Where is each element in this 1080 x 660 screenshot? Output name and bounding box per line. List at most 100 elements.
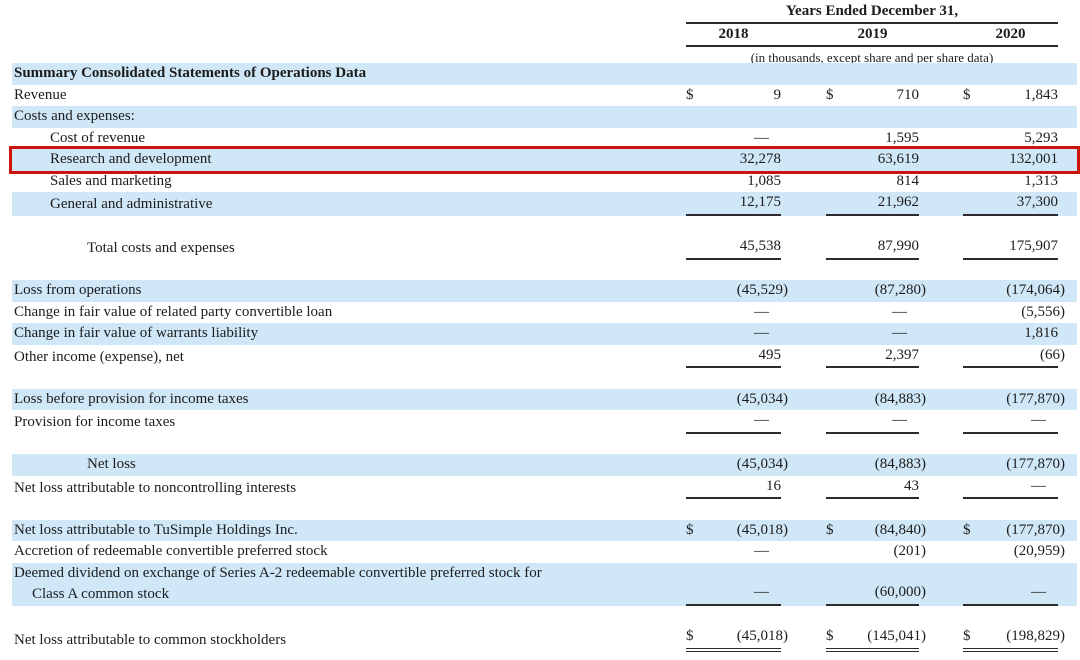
cell-value: (20,959) (1013, 543, 1065, 559)
row-label: Deemed dividend on exchange of Series A-… (12, 563, 686, 606)
cell-value: 1,843 (1024, 86, 1058, 103)
cell-value: 63,619 (877, 151, 919, 167)
years-row: 2018 2019 2020 (686, 24, 1058, 47)
dollar-sign: $ (826, 628, 834, 644)
cell-value: 32,278 (739, 151, 781, 167)
year-column-2019: 2019 (857, 26, 888, 42)
table-row: Costs and expenses: (12, 106, 1077, 128)
table-row: Sales and marketing 1,085 814 1,313 (12, 171, 1077, 193)
row-label-line1: Deemed dividend on exchange of Series A-… (14, 564, 542, 581)
table-row: Net loss attributable to common stockhol… (12, 626, 1077, 652)
value-cell-2018: (45,529) (686, 280, 788, 302)
table-row: Net loss (45,034) (84,883) (177,870) (12, 454, 1077, 476)
spacer-row (12, 499, 1077, 520)
cell-value: (84,883) (874, 456, 926, 472)
value-cell-2018: $ (45,018) (686, 626, 788, 652)
cell-value: 710 (896, 86, 920, 103)
value-cell-2018: — (686, 541, 781, 563)
row-label: Change in fair value of related party co… (14, 303, 333, 320)
cell-value: 5,293 (1024, 129, 1058, 146)
cell-value: (45,034) (736, 390, 788, 407)
row-label: Costs and expenses: (14, 108, 135, 124)
value-cell-2019: $ (84,840) (826, 520, 926, 542)
value-cell-2020: — (963, 410, 1058, 434)
dollar-sign: $ (963, 521, 971, 538)
row-label: Other income (expense), net (14, 348, 184, 365)
cell-value: — (892, 303, 907, 320)
dollar-sign: $ (686, 521, 694, 538)
value-cell-2018: — (686, 128, 781, 150)
cell-value: 1,313 (1024, 172, 1058, 189)
cell-value: — (1031, 412, 1046, 428)
cell-value: (201) (893, 543, 927, 559)
row-label: Net loss attributable to noncontrolling … (14, 479, 297, 496)
value-cell-2019: (201) (826, 541, 927, 563)
value-cell-2019: (87,280) (826, 280, 926, 302)
table-row: Other income (expense), net 495 2,397 (66) (12, 345, 1077, 368)
cell-value: 814 (896, 172, 920, 189)
value-cell-2019: — (826, 410, 919, 434)
cell-value: 1,085 (747, 172, 781, 189)
cell-value: 43 (904, 477, 919, 494)
value-cell-2020: (5,556) (963, 302, 1065, 324)
value-cell-2018: 1,085 (686, 171, 781, 193)
dollar-sign: $ (686, 86, 694, 103)
value-cell-2018: — (686, 323, 781, 345)
value-cell-2019: $ (145,041) (826, 626, 926, 652)
value-cell-2018: — (686, 410, 781, 434)
cell-value: 45,538 (739, 238, 781, 254)
cell-value: (60,000) (874, 584, 926, 600)
value-cell-2018: — (686, 302, 781, 324)
value-cell-2018: (45,034) (686, 454, 788, 476)
row-label: Cost of revenue (50, 129, 145, 146)
cell-value: — (1031, 477, 1046, 494)
cell-value: (198,829) (1006, 628, 1065, 644)
cell-value: (66) (1040, 346, 1065, 363)
value-cell-2018: 16 (686, 476, 781, 499)
dollar-sign: $ (826, 521, 834, 538)
cell-value: (145,041) (867, 628, 926, 644)
row-label: Net loss attributable to TuSimple Holdin… (14, 521, 298, 538)
value-cell-2020: $ (177,870) (963, 520, 1065, 542)
value-cell-2020: 1,313 (963, 171, 1058, 193)
value-cell-2019: $710 (826, 85, 919, 107)
row-label: Sales and marketing (50, 172, 172, 189)
value-cell-2018: (45,034) (686, 389, 788, 411)
cell-value: 175,907 (1009, 238, 1058, 254)
value-cell-2020: (177,870) (963, 454, 1065, 476)
table-column-header: Years Ended December 31, 2018 2019 2020 … (686, 2, 1058, 66)
dollar-sign: $ (963, 86, 971, 103)
table-row: Accretion of redeemable convertible pref… (12, 541, 1077, 563)
table-row: Revenue $9 $710 $1,843 (12, 85, 1077, 107)
cell-value: (84,883) (874, 390, 926, 407)
cell-value: (177,870) (1006, 456, 1065, 472)
value-cell-2018: 12,175 (686, 192, 781, 216)
cell-value: 21,962 (877, 194, 919, 210)
value-cell-2020: 1,816 (963, 323, 1058, 345)
cell-value: 12,175 (739, 194, 781, 210)
dollar-sign: $ (826, 86, 834, 103)
row-label: Total costs and expenses (87, 240, 235, 256)
value-cell-2019: 63,619 (826, 149, 919, 171)
value-cell-2020: $ (198,829) (963, 626, 1065, 652)
cell-value: 132,001 (1009, 151, 1058, 167)
value-cell-2020: (20,959) (963, 541, 1065, 563)
value-cell-2018: 495 (686, 345, 781, 368)
table-row: Loss before provision for income taxes (4… (12, 388, 1077, 411)
column-gap (919, 25, 963, 44)
value-cell-2019: 43 (826, 476, 919, 499)
cell-value: (45,034) (736, 456, 788, 472)
row-label: Revenue (14, 86, 67, 103)
cell-value: (5,556) (1021, 303, 1065, 320)
cell-value: — (892, 412, 907, 428)
value-cell-2020: — (963, 476, 1058, 499)
cell-value: — (754, 412, 769, 428)
value-cell-2019: (84,883) (826, 454, 926, 476)
table-row: Net loss attributable to TuSimple Holdin… (12, 519, 1077, 542)
table-row: Total costs and expenses 45,538 87,990 175,… (12, 236, 1077, 260)
year-column-2020: 2020 (995, 26, 1026, 42)
cell-value: 1,595 (885, 129, 919, 146)
row-label: Net loss attributable to common stockhol… (14, 632, 287, 648)
row-label: Net loss (87, 456, 136, 472)
spacer-row (12, 606, 1077, 627)
